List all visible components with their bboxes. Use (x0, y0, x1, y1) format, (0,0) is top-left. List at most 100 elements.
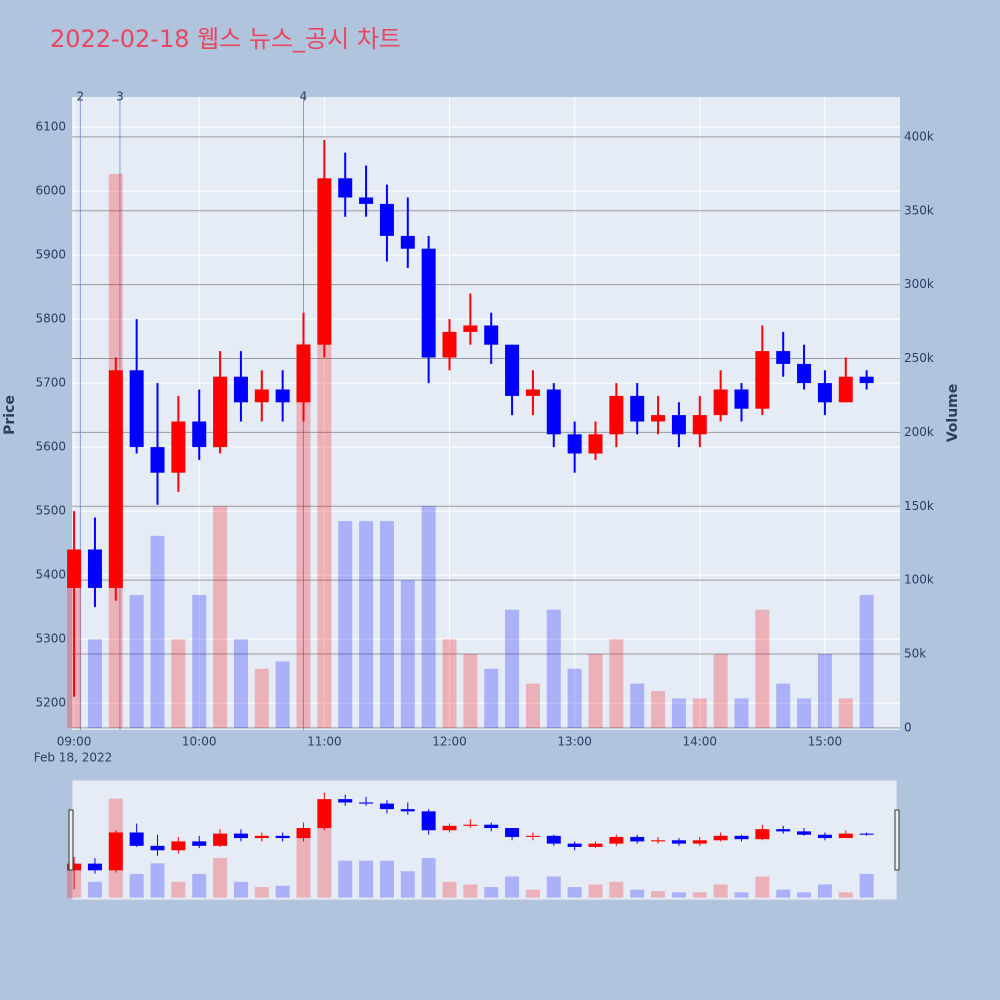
candle-body (797, 363, 812, 384)
candle-body (67, 549, 82, 588)
range-handle (894, 809, 900, 871)
candle-body (129, 370, 144, 448)
candle-body (150, 447, 165, 473)
x-tick-label: 10:00 (182, 735, 217, 749)
annotation-label: 2 (77, 90, 85, 104)
volume-bar (588, 654, 603, 728)
y-tick-label: 6000 (35, 184, 66, 198)
candle-body (713, 389, 728, 416)
y2-tick-label: 100k (904, 573, 934, 587)
mini-volume-bar (671, 892, 686, 898)
mini-volume-bar (296, 829, 311, 898)
volume-bar (817, 654, 832, 728)
mini-volume-bar (338, 860, 353, 898)
mini-volume-bar (359, 860, 374, 898)
mini-volume-bar (317, 818, 332, 898)
candle-body (776, 351, 791, 364)
volume-bar (171, 639, 186, 728)
mini-candle-body (192, 841, 207, 846)
volume-bar (359, 521, 374, 728)
y2-tick-label: 0 (904, 720, 912, 734)
volume-bar (797, 698, 812, 728)
mini-candle-body (525, 835, 540, 837)
mini-candle-body (609, 836, 624, 844)
mini-candle-body (421, 811, 436, 831)
candle-body (317, 178, 332, 345)
mini-volume-bar (192, 873, 207, 898)
mini-candle-body (442, 825, 457, 831)
mini-candle-body (505, 828, 520, 837)
candle-body (692, 415, 707, 435)
y-tick-label: 5800 (35, 312, 66, 326)
y2-tick-label: 50k (904, 647, 926, 661)
candle-body (442, 331, 457, 358)
candle-body (651, 415, 666, 422)
volume-bar (129, 594, 144, 728)
volume-bar (567, 668, 582, 728)
mini-volume-bar (421, 858, 436, 898)
volume-bar (671, 698, 686, 728)
mini-volume-bar (233, 881, 248, 898)
y-axis-title: Price (2, 395, 18, 435)
candle-body (254, 389, 269, 403)
y2-axis-title: Volume (945, 384, 961, 443)
mini-candle-body (734, 835, 749, 840)
candle-body (546, 389, 561, 435)
mini-candle-body (108, 832, 123, 871)
mini-volume-bar (546, 876, 561, 898)
mini-candle-body (463, 824, 478, 826)
mini-candle-body (254, 835, 269, 839)
x-tick-label: 09:00 (57, 735, 92, 749)
candle-body (734, 389, 749, 409)
x-date-label: Feb 18, 2022 (34, 751, 113, 765)
volume-bar (379, 521, 394, 728)
y-tick-label: 6100 (35, 120, 66, 134)
volume-bar (421, 506, 436, 728)
mini-candle-body (338, 799, 353, 803)
mini-volume-bar (254, 887, 269, 898)
candle-body (421, 248, 436, 358)
mini-candle-body (233, 833, 248, 839)
volume-bar (859, 594, 874, 728)
mini-candle-body (484, 824, 499, 829)
y2-tick-label: 350k (904, 203, 934, 217)
candle-body (213, 376, 228, 448)
candle-body (87, 549, 102, 588)
y-tick-label: 5600 (35, 440, 66, 454)
mini-candle-body (213, 833, 228, 846)
candle-body (400, 235, 415, 249)
mini-candle-body (171, 841, 186, 851)
range-handle (68, 809, 74, 871)
mini-candle-body (671, 840, 686, 844)
annotation-label: 3 (116, 90, 124, 104)
candle-body (484, 325, 499, 345)
volume-bar (755, 609, 770, 728)
mini-candle-body (692, 840, 707, 844)
candle-body (755, 351, 770, 409)
volume-bar (609, 639, 624, 728)
volume-bar (296, 343, 311, 728)
volume-bar (192, 594, 207, 728)
annotation-label: 4 (300, 90, 308, 104)
range-slider[interactable] (71, 779, 898, 901)
mini-volume-bar (171, 881, 186, 898)
mini-volume-bar (463, 884, 478, 898)
mini-volume-bar (630, 889, 645, 898)
mini-candle-body (838, 833, 853, 839)
mini-volume-bar (567, 887, 582, 898)
mini-candle-body (776, 829, 791, 832)
mini-volume-bar (484, 887, 499, 898)
candle-body (567, 434, 582, 454)
mini-volume-bar (713, 884, 728, 898)
mini-candle-body (797, 831, 812, 835)
volume-bar (630, 683, 645, 728)
mini-candle-body (651, 840, 666, 842)
candle-body (379, 203, 394, 236)
mini-volume-bar (400, 871, 415, 898)
candle-body (630, 395, 645, 422)
mini-volume-bar (275, 885, 290, 898)
candle-body (275, 389, 290, 403)
y-tick-label: 5700 (35, 376, 66, 390)
volume-bar (692, 698, 707, 728)
candle-body (338, 178, 353, 198)
